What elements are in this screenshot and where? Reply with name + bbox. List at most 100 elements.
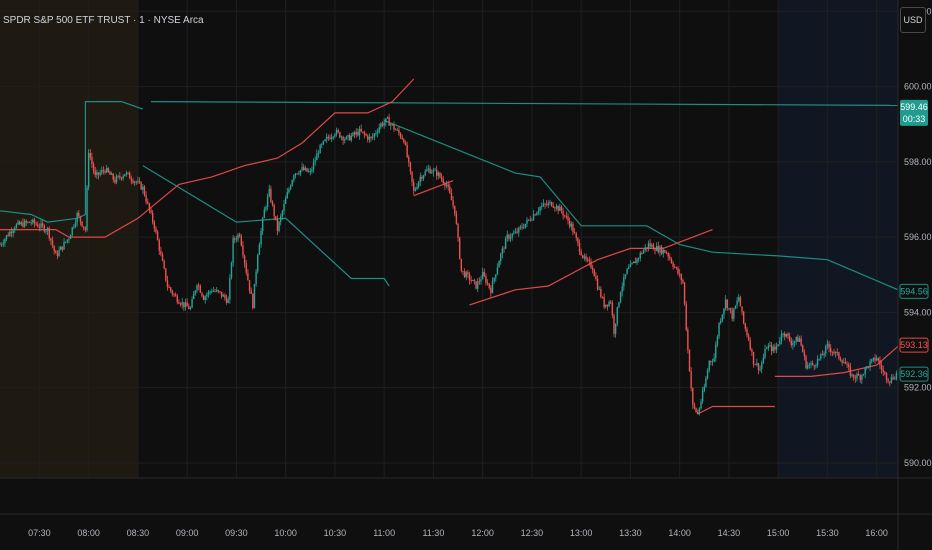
candle-body (501, 248, 504, 254)
candle-body (872, 357, 875, 360)
candle-body (754, 364, 756, 366)
candle-body (150, 210, 152, 213)
candle-body (504, 238, 507, 249)
candle-body (683, 282, 686, 304)
candle-body (626, 268, 628, 275)
candle-body (312, 162, 315, 170)
candle-body (894, 378, 896, 380)
candle-body (4, 239, 6, 244)
grid (0, 0, 898, 478)
candle-body (769, 345, 771, 347)
candle-body (173, 294, 175, 295)
x-tick-label: 11:30 (422, 528, 444, 538)
candle-body (66, 239, 69, 242)
currency-button[interactable]: USD (900, 7, 926, 33)
candle-body (731, 310, 733, 319)
candle-body (132, 180, 134, 183)
x-tick-label: 14:30 (718, 528, 741, 538)
candle-body (568, 220, 571, 227)
candle-body (854, 377, 857, 379)
candle-body (403, 139, 405, 143)
candle-body (140, 182, 142, 190)
candle-body (158, 240, 160, 251)
candle-body (316, 153, 318, 161)
candle-body (621, 286, 623, 293)
candle-body (120, 177, 123, 179)
candle-body (41, 223, 44, 226)
candle-body (291, 180, 293, 186)
candle-body (825, 346, 827, 354)
candle-body (276, 219, 279, 231)
candle-body (298, 173, 300, 175)
candle-body (572, 223, 574, 233)
candle-body (848, 364, 850, 368)
candle-body (649, 243, 651, 247)
candle-body (770, 345, 773, 352)
candle-body (225, 298, 228, 303)
candle-body (472, 279, 474, 281)
candle-body (78, 212, 80, 217)
candle-body (616, 307, 618, 324)
candle-body (614, 323, 617, 334)
candle-body (174, 294, 177, 297)
candle-body (124, 174, 126, 177)
candle-body (536, 212, 538, 216)
candle-body (457, 224, 459, 238)
candle-body (186, 302, 188, 307)
candle-body (212, 290, 215, 292)
candle-body (485, 276, 487, 284)
candle-body (299, 170, 302, 174)
candle-body (644, 247, 646, 251)
candle-body (91, 157, 93, 164)
candle-body (816, 359, 819, 366)
candle-body (557, 205, 559, 211)
candle-body (659, 246, 661, 253)
candle-body (431, 172, 433, 174)
candle-body (38, 226, 41, 228)
candle-body (739, 297, 742, 307)
candle-body (787, 333, 789, 337)
y-tick-label: 596.00 (904, 232, 932, 242)
candle-body (266, 196, 269, 207)
candle-body (311, 169, 313, 172)
candle-body (749, 340, 751, 350)
candle-body (716, 336, 719, 345)
candles (0, 113, 899, 416)
candle-body (27, 221, 29, 223)
candle-body (353, 132, 356, 135)
candle-body (375, 133, 377, 134)
candle-body (409, 162, 412, 172)
candle-body (882, 369, 884, 372)
candle-body (325, 136, 328, 140)
candle-body (51, 240, 54, 246)
candle-body (665, 252, 668, 254)
candle-body (596, 279, 599, 290)
candle-body (101, 170, 103, 173)
candle-body (424, 171, 426, 176)
candle-body (422, 175, 425, 179)
candle-body (744, 323, 747, 329)
candle-body (810, 363, 812, 365)
candle-body (560, 206, 563, 211)
candle-body (478, 281, 481, 283)
candle-body (166, 280, 169, 288)
candle-body (303, 167, 305, 171)
candle-body (238, 234, 241, 237)
candle-body (284, 198, 287, 204)
candle-body (220, 291, 223, 297)
candle-body (480, 279, 482, 282)
candle-body (232, 238, 234, 263)
candle-body (188, 306, 190, 309)
candle-body (723, 308, 725, 315)
candle-body (672, 263, 674, 267)
price-badge-label: 592.36 (900, 369, 928, 379)
candle-body (5, 235, 8, 239)
candle-body (629, 264, 632, 268)
candle-body (183, 302, 185, 308)
candle-body (473, 279, 476, 282)
candle-body (417, 181, 420, 188)
candle-body (792, 342, 794, 346)
candle-body (450, 192, 453, 201)
y-tick-label: 598.00 (904, 157, 932, 167)
